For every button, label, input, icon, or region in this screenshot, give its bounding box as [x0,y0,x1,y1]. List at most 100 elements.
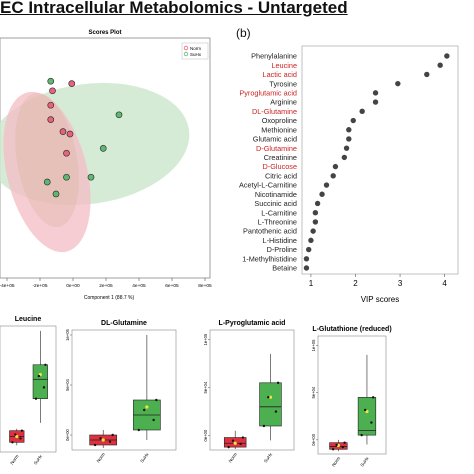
vip-label: Arginine [270,98,297,107]
boxplot-x-label: Norm [96,452,107,464]
vip-point [359,108,365,115]
point-norm [49,87,56,95]
sample-point [276,381,280,384]
sample-point [44,363,47,366]
legend-label-suhx: SuHx [190,52,202,57]
point-norm [59,128,67,135]
panel-b-label: (b) [236,26,251,40]
boxplot-title: Leucine [15,316,42,323]
boxplot-y-tick-label: 0e+00 [311,433,316,445]
vip-x-tick-label: 2 [353,279,358,288]
legend-label-norm: Norm [190,46,201,51]
vip-x-axis-label: VIP scores [361,295,400,304]
figure-title: EC Intracellular Metabolomics - Untarget… [0,0,348,17]
vip-point [343,145,350,151]
boxplot-x-label: Norm [331,456,342,468]
vip-label: Lactic acid [263,70,297,79]
vip-label: Acetyl-L-Carnitine [239,181,297,190]
point-norm [47,101,55,109]
point-suhx [63,173,70,181]
mean-norm [15,434,19,439]
point-norm [63,149,70,157]
vip-point [303,265,310,271]
boxplot-title: DL-Glutamine [101,320,147,327]
point-suhx [52,190,60,198]
vip-label: Phenylalanine [251,52,297,61]
scores-x-tick-label: 0e+00 [66,283,80,289]
sample-point [142,408,146,412]
boxplot-x-label: SuHx [33,453,44,465]
vip-point [395,80,401,87]
vip-point [372,99,379,105]
boxplot-x-label: SuHx [139,451,150,463]
box-suhx [357,397,377,436]
vip-label: Leucine [271,61,297,70]
sample-point [262,424,266,428]
mean-suhx [268,395,273,399]
boxplot-y-tick-label: 5e+04 [311,386,316,398]
sample-point [93,443,97,447]
point-suhx [115,111,123,119]
sample-point [267,396,270,399]
sample-point [111,433,114,437]
mean-suhx [145,405,149,409]
boxplot-y-tick-label: 1e+05 [311,339,316,351]
boxplot-x-label: Norm [9,454,20,466]
sample-point [343,441,346,444]
scores-x-axis-label: Component 1 (88.7 %) [84,295,135,301]
vip-label: Pantothenic acid [243,227,297,236]
vip-label: Tyrosine [269,79,297,88]
vip-point [323,182,330,188]
vip-label: Methionine [261,125,297,134]
sample-point [341,445,345,449]
sample-point [335,443,338,447]
sample-point [42,386,46,389]
sample-point [227,445,230,449]
vip-point [319,191,325,197]
vip-point [332,163,339,170]
point-suhx [99,145,107,152]
ellipse-overlap [15,92,79,228]
vip-label: DL-Glutamine [252,107,297,116]
point-norm [47,116,55,123]
scores-legend-box [181,42,209,60]
vip-point [330,173,336,179]
boxplot-x-label: Norm [228,452,239,464]
sample-point [37,374,41,378]
boxplot-y-tick-label: 1e+05 [65,328,70,340]
sample-point [370,421,373,424]
mean-norm [101,438,105,442]
mean-suhx [365,409,369,414]
sample-point [19,437,22,440]
vip-label: D-Proline [267,245,297,254]
boxplot-title: L-Pyroglutamic acid [219,320,286,327]
vip-label: L-Threonine [258,218,297,227]
sample-point [34,397,38,400]
boxplot-y-tick-label: 1e+05 [203,333,208,345]
vip-point [350,117,356,124]
sample-point [11,441,14,444]
vip-label: Succinic acid [254,199,297,208]
sample-point [137,428,140,432]
vip-plot-frame [301,45,459,275]
vip-point [372,90,379,96]
vip-point [346,127,352,133]
legend-marker-suhx [183,51,189,57]
vip-point [424,71,430,78]
point-norm [68,80,76,87]
sample-point [274,410,278,413]
vip-point [312,219,319,225]
mean-norm [233,441,237,445]
box-suhx [32,364,48,399]
vip-point [437,62,443,68]
scores-x-tick-label: 2e+05 [99,283,113,289]
sample-point [155,398,158,402]
sample-point [108,440,112,443]
sample-point [360,433,363,437]
boxplot-y-tick-label: 0e+00 [65,428,70,440]
vip-label: Pyroglutamic acid [239,88,297,97]
vip-point [444,53,450,59]
vip-label: D-Glutamine [256,144,297,153]
sample-point [239,442,242,446]
vip-x-tick-label: 4 [442,279,447,288]
